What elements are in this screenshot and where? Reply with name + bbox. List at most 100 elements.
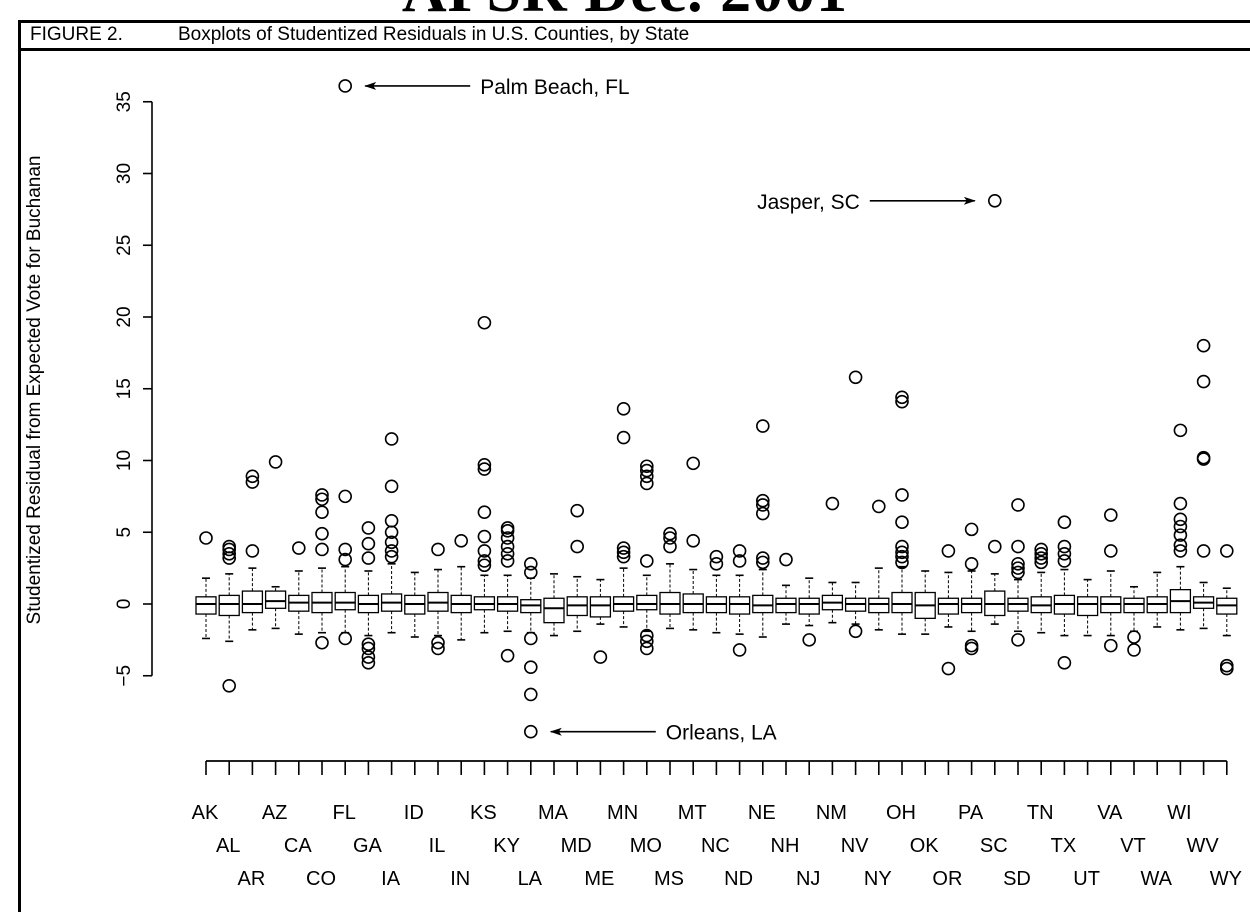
outlier-point xyxy=(895,488,909,502)
x-tick-label-or: OR xyxy=(932,868,962,890)
y-tick-label: 20 xyxy=(114,306,135,327)
outlier-point xyxy=(268,455,283,469)
outlier-point xyxy=(338,631,353,646)
journal-banner: APSR Dec. 2001 xyxy=(0,0,1250,20)
x-tick-label-ia: IA xyxy=(381,868,401,890)
x-tick-label-al: AL xyxy=(216,835,240,857)
outlier-point xyxy=(1127,630,1141,644)
boxplot-me xyxy=(589,578,612,664)
boxplot-nd xyxy=(728,544,751,657)
x-tick-label-nj: NJ xyxy=(796,868,820,890)
outlier-point xyxy=(895,555,909,570)
outlier-point xyxy=(1034,546,1048,561)
y-tick-label: 25 xyxy=(114,235,135,256)
outlier-point xyxy=(361,521,376,535)
outlier-point xyxy=(338,542,353,557)
outlier-point xyxy=(755,498,770,512)
outlier-point xyxy=(1011,633,1025,647)
outlier-point xyxy=(245,469,260,484)
x-tick-label-va: VA xyxy=(1097,802,1123,824)
y-tick: 30 xyxy=(114,163,152,184)
x-tick-label-ms: MS xyxy=(654,868,684,890)
x-tick-label-ne: NE xyxy=(748,802,776,824)
boxplot-tn xyxy=(1030,542,1052,634)
boxplot-tx xyxy=(1053,515,1076,670)
outlier-point xyxy=(1057,656,1072,670)
x-tick-label-nd: ND xyxy=(724,868,753,890)
x-tick-label-nc: NC xyxy=(701,835,730,857)
outlier-point xyxy=(1220,661,1234,676)
boxplot-vt xyxy=(1123,585,1145,657)
iqr-box xyxy=(775,597,797,614)
x-tick-label-sd: SD xyxy=(1003,868,1031,890)
boxplot-ne xyxy=(752,419,774,638)
outlier-point xyxy=(709,557,724,571)
outlier-point xyxy=(1057,546,1072,561)
outlier-point xyxy=(964,641,979,656)
x-tick-label-mt: MT xyxy=(678,802,707,824)
outlier-point xyxy=(663,531,677,545)
boxplot-co xyxy=(311,488,333,650)
boxplot-nh xyxy=(775,552,797,625)
outlier-point xyxy=(500,539,515,554)
outlier-point xyxy=(1173,423,1188,438)
outlier-point xyxy=(639,634,654,649)
outlier-point xyxy=(639,463,654,478)
figure-frame xyxy=(18,20,1250,912)
outlier-point xyxy=(338,552,353,567)
outlier-point xyxy=(616,402,631,416)
boxplot-ut xyxy=(1076,578,1099,637)
outlier-point xyxy=(732,544,747,558)
outlier-point xyxy=(245,544,260,558)
boxplot-va xyxy=(1100,508,1122,653)
outlier-point xyxy=(431,542,445,557)
x-tick-label-la: LA xyxy=(518,868,543,890)
outlier-point xyxy=(361,641,376,656)
iqr-box xyxy=(334,591,356,611)
x-tick-label-nh: NH xyxy=(771,835,800,857)
outlier-point xyxy=(1104,508,1118,522)
outlier-point xyxy=(477,458,492,472)
outlier-point xyxy=(1196,544,1211,558)
boxplot-mn xyxy=(612,402,635,628)
outlier-point xyxy=(964,522,979,537)
outlier-point xyxy=(523,660,538,674)
outlier-point xyxy=(616,549,631,564)
x-tick-label-co: CO xyxy=(306,868,336,890)
outlier-point xyxy=(361,637,376,651)
iqr-box xyxy=(891,591,913,614)
boxplot-la xyxy=(520,557,542,739)
boxplot-ca xyxy=(288,541,310,635)
x-tick-label-ak: AK xyxy=(192,802,219,824)
outlier-point xyxy=(593,650,608,664)
outlier-point xyxy=(315,526,329,541)
outlier-point xyxy=(987,193,1002,208)
y-tick-label: 15 xyxy=(114,378,135,399)
outlier-point xyxy=(1034,551,1048,565)
outlier-point xyxy=(1011,539,1025,554)
outlier-point xyxy=(523,687,538,702)
caption-rule xyxy=(18,48,1250,51)
figure-title: Boxplots of Studentized Residuals in U.S… xyxy=(178,24,690,45)
outlier-point xyxy=(616,541,631,555)
boxplot-ny xyxy=(868,499,890,631)
y-tick-label: −5 xyxy=(114,665,135,687)
x-tick-label-ky: KY xyxy=(493,835,520,857)
outlier-point xyxy=(1196,338,1211,353)
y-tick: 10 xyxy=(114,450,152,471)
outlier-point xyxy=(825,496,840,511)
x-tick-label-mn: MN xyxy=(607,802,638,824)
outlier-point xyxy=(1011,565,1025,580)
outlier-point xyxy=(639,554,654,568)
outlier-point xyxy=(1057,539,1072,554)
outlier-point xyxy=(1057,515,1072,530)
outlier-point xyxy=(1011,557,1025,571)
iqr-box xyxy=(636,594,658,611)
outlier-point xyxy=(338,79,353,93)
boxplot-ar xyxy=(241,469,264,631)
boxplot-id xyxy=(404,571,426,638)
y-tick: 20 xyxy=(114,306,152,328)
boxplot-ma xyxy=(543,573,565,637)
outlier-point xyxy=(895,515,909,530)
outlier-point xyxy=(222,539,236,554)
